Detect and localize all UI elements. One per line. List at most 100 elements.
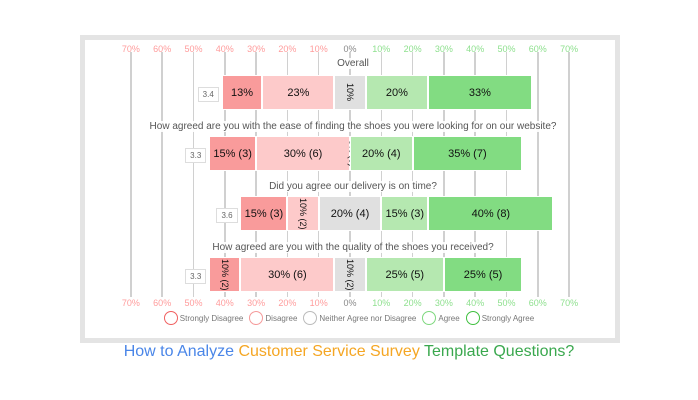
bar-segment-disagree: 30% (6): [240, 257, 335, 292]
legend-item: Agree: [422, 311, 460, 325]
gridline: [161, 52, 163, 297]
x-tick-label: 20%: [403, 298, 422, 308]
legend-label: Strongly Disagree: [179, 313, 244, 323]
x-tick-label: 40%: [466, 44, 485, 54]
x-tick-label: 70%: [121, 298, 140, 308]
data-label: 15% (3): [244, 207, 284, 220]
title-part-3: Template Questions?: [423, 343, 575, 360]
legend-label: Disagree: [265, 313, 298, 323]
bar-segment-disagree: 30% (6): [256, 136, 350, 171]
bar-segment-agree: 20%: [365, 75, 429, 110]
mean-score: 3.3: [185, 269, 207, 284]
bar-segment-strongly-agree: 35% (7): [412, 136, 523, 171]
data-label: 40% (8): [471, 207, 511, 220]
bar-segment-strongly-disagree: 15% (3): [240, 196, 288, 231]
smile-face-icon: [422, 311, 437, 325]
x-tick-label: 60%: [153, 298, 172, 308]
x-tick-label: 60%: [153, 44, 172, 54]
gridline: [443, 52, 445, 297]
data-label: 13%: [230, 86, 254, 99]
x-tick-label: 50%: [184, 298, 203, 308]
legend-label: Neither Agree nor Disagree: [319, 313, 417, 323]
data-label: 15% (3): [213, 147, 252, 160]
gridline: [349, 52, 351, 297]
x-tick-label: 30%: [434, 298, 453, 308]
bar-segment-strongly-agree: 33%: [428, 75, 532, 110]
bar-segment-strongly-agree: 40% (8): [428, 196, 554, 231]
gridline: [411, 52, 414, 297]
data-label: 10%: [344, 83, 355, 102]
x-tick-label: 50%: [497, 44, 516, 54]
x-tick-label: 40%: [215, 298, 234, 308]
legend-item: Neither Agree nor Disagree: [303, 311, 416, 325]
data-label: 25% (5): [385, 268, 425, 281]
gridline: [224, 52, 226, 297]
gridline: [286, 52, 289, 297]
x-tick-label: 70%: [560, 298, 579, 308]
bar-segment-neither-agree-nor-disagree: 20% (4): [318, 196, 382, 231]
data-label: 10% (2): [219, 258, 230, 291]
x-tick-label: 60%: [528, 44, 547, 54]
x-tick-label: 0%: [343, 298, 357, 308]
data-label: 10% (2): [344, 258, 355, 291]
page-title: How to Analyze Customer Service Survey T…: [0, 343, 698, 361]
question-label: Overall: [335, 58, 371, 69]
gridline: [317, 52, 320, 297]
x-tick-label: 30%: [434, 44, 453, 54]
legend: Strongly Disagree Disagree Neither Agree n…: [0, 311, 698, 325]
x-tick-label: 20%: [278, 44, 297, 54]
data-label: 23%: [287, 86, 310, 99]
data-label: 25% (5): [463, 268, 503, 281]
x-tick-label: 30%: [247, 44, 266, 54]
bar-segment-agree: 15% (3): [381, 196, 429, 231]
legend-label: Agree: [438, 313, 460, 323]
data-label: 15% (3): [385, 207, 425, 220]
x-tick-label: 70%: [121, 44, 140, 54]
data-label: 10% (2): [298, 197, 309, 230]
title-part-1: How to Analyze: [123, 343, 234, 360]
mean-score: 3.4: [197, 87, 219, 102]
mean-score: 3.6: [216, 208, 238, 223]
data-label: 20% (4): [330, 207, 370, 220]
x-tick-label: 10%: [309, 298, 328, 308]
gridline: [380, 52, 383, 297]
x-tick-label: 50%: [497, 298, 516, 308]
question-label: How agreed are you with the quality of t…: [210, 242, 496, 253]
gridline: [192, 52, 195, 297]
bar-segment-neither-agree-nor-disagree: 10%: [334, 75, 366, 110]
gridline: [505, 52, 508, 297]
x-tick-label: 20%: [403, 44, 422, 54]
x-tick-label: 20%: [278, 298, 297, 308]
data-label: 20% (4): [362, 147, 401, 160]
data-label: 33%: [468, 86, 491, 99]
bar-segment-disagree: 10% (2): [287, 196, 319, 231]
gridline: [568, 52, 570, 297]
smile-face-icon: [465, 311, 480, 325]
x-tick-label: 70%: [560, 44, 579, 54]
legend-item: Disagree: [249, 311, 297, 325]
x-tick-label: 10%: [372, 298, 391, 308]
likert-chart: 70% 70% 60% 60% 50% 50% 40% 40% 30% 30% 20% 20% 10% 1…: [121, 44, 579, 308]
bar-segment-strongly-agree: 25% (5): [443, 257, 523, 292]
gridline: [474, 52, 476, 297]
bar-segment-agree: 25% (5): [365, 257, 444, 292]
sad-face-icon: [249, 311, 264, 325]
data-label: 30% (6): [268, 268, 307, 281]
question-label: How agreed are you with the ease of find…: [147, 121, 559, 132]
x-tick-label: 10%: [372, 44, 391, 54]
x-tick-label: 0%: [343, 44, 357, 54]
x-tick-label: 40%: [466, 298, 485, 308]
bar-segment-strongly-disagree: 10% (2): [209, 257, 241, 292]
bar-segment-disagree: 23%: [262, 75, 335, 110]
legend-item: Strongly Disagree: [163, 311, 244, 325]
x-tick-label: 40%: [215, 44, 234, 54]
x-tick-label: 10%: [309, 44, 328, 54]
data-label: 30% (6): [283, 147, 323, 160]
gridline: [255, 52, 257, 297]
question-label: Did you agree our delivery is on time?: [267, 181, 439, 192]
title-part-2: Customer Service Survey: [238, 343, 420, 360]
neutral-face-icon: [303, 311, 318, 325]
bar-segment-strongly-disagree: 15% (3): [209, 136, 257, 171]
x-tick-label: 50%: [184, 44, 203, 54]
gridline: [537, 52, 539, 297]
